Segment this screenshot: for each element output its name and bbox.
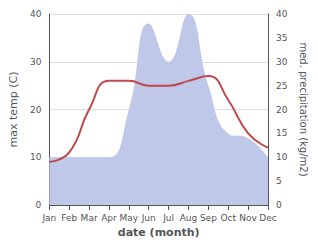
svg-text:May: May xyxy=(120,213,139,223)
svg-text:Aug: Aug xyxy=(180,213,198,223)
svg-text:Jan: Jan xyxy=(41,213,56,223)
svg-text:0: 0 xyxy=(276,200,282,210)
svg-text:max temp (C): max temp (C) xyxy=(7,71,20,147)
svg-text:Apr: Apr xyxy=(101,213,117,223)
svg-text:40: 40 xyxy=(276,9,288,19)
svg-text:Dec: Dec xyxy=(259,213,276,223)
svg-text:10: 10 xyxy=(30,152,42,162)
svg-text:35: 35 xyxy=(276,33,287,43)
svg-text:Feb: Feb xyxy=(61,213,77,223)
svg-text:30: 30 xyxy=(276,57,288,67)
svg-text:10: 10 xyxy=(276,152,288,162)
svg-text:Mar: Mar xyxy=(81,213,98,223)
svg-text:30: 30 xyxy=(30,57,42,67)
svg-text:med. precipitation (kg/m2): med. precipitation (kg/m2) xyxy=(298,42,309,176)
svg-text:Nov: Nov xyxy=(239,213,257,223)
svg-text:date (month): date (month) xyxy=(118,226,200,239)
svg-text:Jun: Jun xyxy=(141,213,156,223)
svg-text:Jul: Jul xyxy=(162,213,174,223)
svg-text:20: 20 xyxy=(276,105,288,115)
svg-text:25: 25 xyxy=(276,81,287,91)
svg-text:5: 5 xyxy=(276,176,282,186)
svg-text:Oct: Oct xyxy=(220,213,236,223)
svg-text:15: 15 xyxy=(276,128,287,138)
svg-text:0: 0 xyxy=(36,200,42,210)
svg-text:40: 40 xyxy=(30,9,42,19)
svg-text:Sep: Sep xyxy=(200,213,217,223)
svg-text:20: 20 xyxy=(30,105,42,115)
